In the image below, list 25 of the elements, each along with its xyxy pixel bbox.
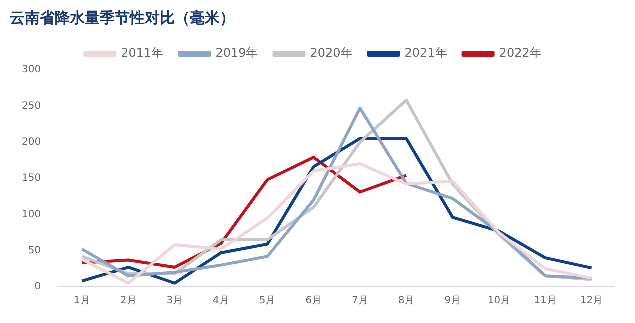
x-tick-label: 6月 <box>306 296 322 307</box>
y-tick-label: 100 <box>22 209 42 220</box>
x-tick-label: 12月 <box>580 296 604 307</box>
x-tick-label: 2月 <box>120 296 137 307</box>
y-tick-label: 300 <box>22 64 42 76</box>
x-tick-label: 11月 <box>534 296 557 307</box>
x-tick-label: 1月 <box>74 296 90 307</box>
y-tick-label: 0 <box>34 282 42 293</box>
y-tick-label: 250 <box>22 100 42 112</box>
y-tick-label: 150 <box>22 173 42 184</box>
legend-label: 2020年 <box>310 46 353 60</box>
x-tick-label: 10月 <box>488 296 511 307</box>
x-tick-label: 7月 <box>352 296 368 307</box>
legend-label: 2022年 <box>499 46 542 60</box>
legend-label: 2011年 <box>121 46 164 60</box>
x-tick-label: 9月 <box>444 296 462 307</box>
legend-label: 2019年 <box>216 46 258 60</box>
legend-label: 2021年 <box>404 46 448 60</box>
x-tick-label: 3月 <box>166 296 184 307</box>
x-tick-label: 8月 <box>398 296 415 307</box>
y-tick-label: 200 <box>22 136 42 148</box>
chart-title: 云南省降水量季节性对比（毫米） <box>10 8 236 29</box>
y-tick-label: 50 <box>28 245 42 256</box>
x-tick-label: 5月 <box>259 296 276 307</box>
x-tick-label: 4月 <box>213 296 230 307</box>
